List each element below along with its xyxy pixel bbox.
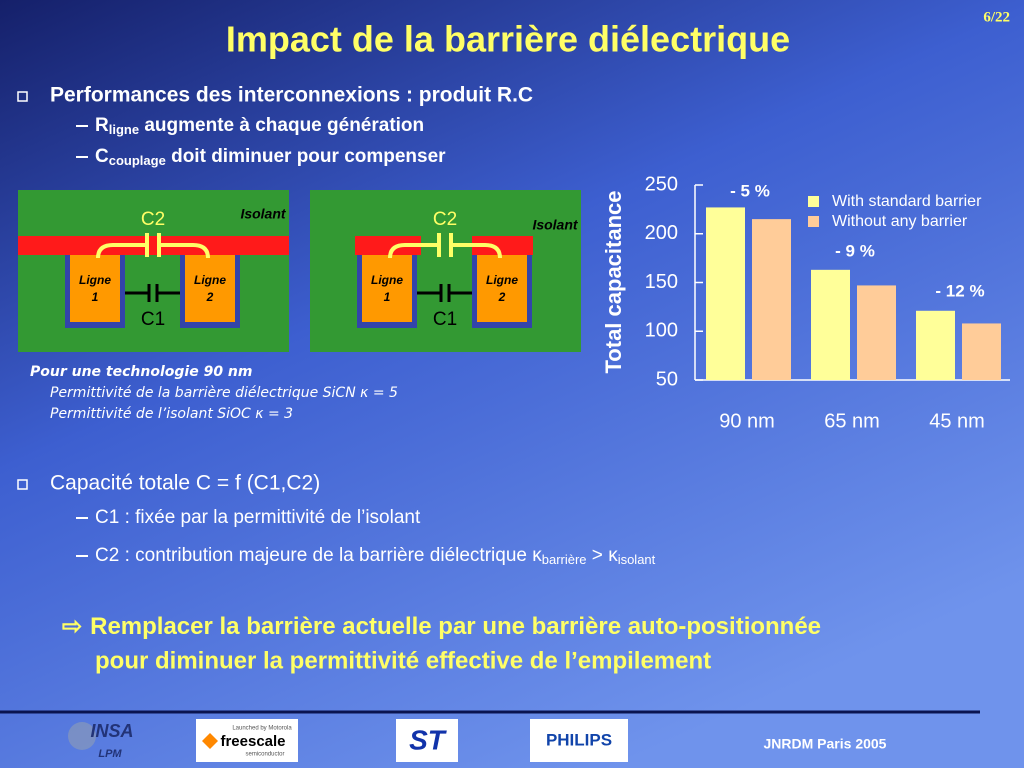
logo-text: LPM <box>98 748 122 760</box>
legend-swatch <box>808 196 819 207</box>
line-label: Ligne <box>79 273 111 287</box>
bar <box>811 269 850 380</box>
line-label: 2 <box>498 290 506 304</box>
c1-label: C1 <box>433 309 457 330</box>
logo-text: semiconductor <box>245 752 284 758</box>
text-part: C1 : fixée par la permittivité de l’isol… <box>95 507 421 528</box>
annotation: - 5 % <box>730 181 770 200</box>
metal-line <box>362 255 412 322</box>
sub-bullet: C1 : fixée par la permittivité de l’isol… <box>95 507 421 528</box>
c1-gap <box>441 284 449 302</box>
bar <box>857 285 896 380</box>
barrier <box>472 236 533 255</box>
subscript: couplage <box>109 153 166 168</box>
y-tick-label: 200 <box>645 222 678 244</box>
x-tick-label: 90 nm <box>719 410 775 432</box>
text-part: augmente à chaque génération <box>139 115 424 136</box>
title: Impact de la barrière diélectrique <box>226 19 790 60</box>
x-tick-label: 45 nm <box>929 410 985 432</box>
note: Permittivité de l’isolant SiOC κ = 3 <box>50 406 293 422</box>
x-tick-label: 65 nm <box>824 410 880 432</box>
y-axis-label: Total capacitance <box>601 191 626 374</box>
metal-line <box>477 255 527 322</box>
sub-bullet: Rligne augmente à chaque génération <box>95 115 424 137</box>
logo-text: ST <box>409 724 448 755</box>
text-part: κ <box>532 545 542 566</box>
text-part: C <box>95 146 109 167</box>
c2-label: C2 <box>141 209 165 230</box>
bar <box>916 310 955 380</box>
logo-mark <box>202 733 218 749</box>
barrier <box>355 236 421 255</box>
logo-box <box>530 719 628 762</box>
line-label: 1 <box>92 290 99 304</box>
arrow: ⇨ <box>62 613 82 640</box>
bar <box>962 323 1001 380</box>
footer-event: JNRDM Paris 2005 <box>764 736 887 752</box>
text-part: doit diminuer pour compenser <box>166 146 446 167</box>
subscript: ligne <box>109 122 139 137</box>
y-tick-label: 50 <box>656 368 678 390</box>
diagram-bg <box>310 190 581 352</box>
line-label: Ligne <box>371 273 403 287</box>
bullet-square <box>17 91 28 102</box>
c2-label: C2 <box>433 209 457 230</box>
logo-text: PHILIPS <box>546 730 612 749</box>
c2-wire <box>388 243 502 259</box>
note: Permittivité de la barrière diélectrique… <box>50 385 398 401</box>
logo-text: INSA <box>90 721 133 741</box>
logo-box <box>396 719 458 762</box>
y-tick-label: 150 <box>645 271 678 293</box>
conclusion: pour diminuer la permittivité effective … <box>95 647 711 674</box>
text-part: C2 : contribution majeure de la barrière… <box>95 545 532 566</box>
subscript: barrière <box>542 552 587 567</box>
text-part: R <box>95 115 109 136</box>
text-part: > <box>587 545 609 566</box>
c1-gap <box>149 284 157 302</box>
y-tick-label: 250 <box>645 173 678 195</box>
conclusion-text: Remplacer la barrière actuelle par une b… <box>90 613 821 640</box>
legend-swatch <box>808 216 819 227</box>
note: Pour une technologie 90 nm <box>30 364 252 380</box>
y-tick-label: 100 <box>645 320 678 342</box>
metal-line <box>185 255 235 322</box>
barrier <box>18 236 289 255</box>
isolant-label: Isolant <box>240 206 286 222</box>
bullet-text: Capacité totale C = f (C1,C2) <box>50 472 320 495</box>
logo-text: freescale <box>220 733 285 750</box>
logo-dots <box>68 722 96 750</box>
legend-label: With standard barrier <box>832 193 982 210</box>
sub-bullet: C2 : contribution majeure de la barrière… <box>95 545 656 567</box>
annotation: - 9 % <box>835 241 875 260</box>
c2-wire <box>96 243 210 259</box>
subscript: isolant <box>618 552 656 567</box>
isolant-label: Isolant <box>532 217 578 233</box>
line-label: 1 <box>384 290 391 304</box>
legend-label: Without any barrier <box>832 213 968 230</box>
text-part: κ <box>608 545 618 566</box>
diagram-bg <box>18 190 289 352</box>
bullet-text: Performances des interconnexions : produ… <box>50 84 533 107</box>
slide-number: 6/22 <box>983 9 1010 25</box>
metal-line <box>70 255 120 322</box>
line-label: 2 <box>206 290 214 304</box>
annotation: - 12 % <box>935 281 984 300</box>
line-label: Ligne <box>486 273 518 287</box>
conclusion: ⇨ Remplacer la barrière actuelle par une … <box>62 613 821 640</box>
line-label: Ligne <box>194 273 226 287</box>
logo-text: Launched by Motorola <box>232 726 292 732</box>
c1-label: C1 <box>141 309 165 330</box>
bullet-square <box>17 479 28 490</box>
bar <box>752 219 791 380</box>
sub-bullet: Ccouplage doit diminuer pour compenser <box>95 146 446 168</box>
bar <box>706 207 745 380</box>
